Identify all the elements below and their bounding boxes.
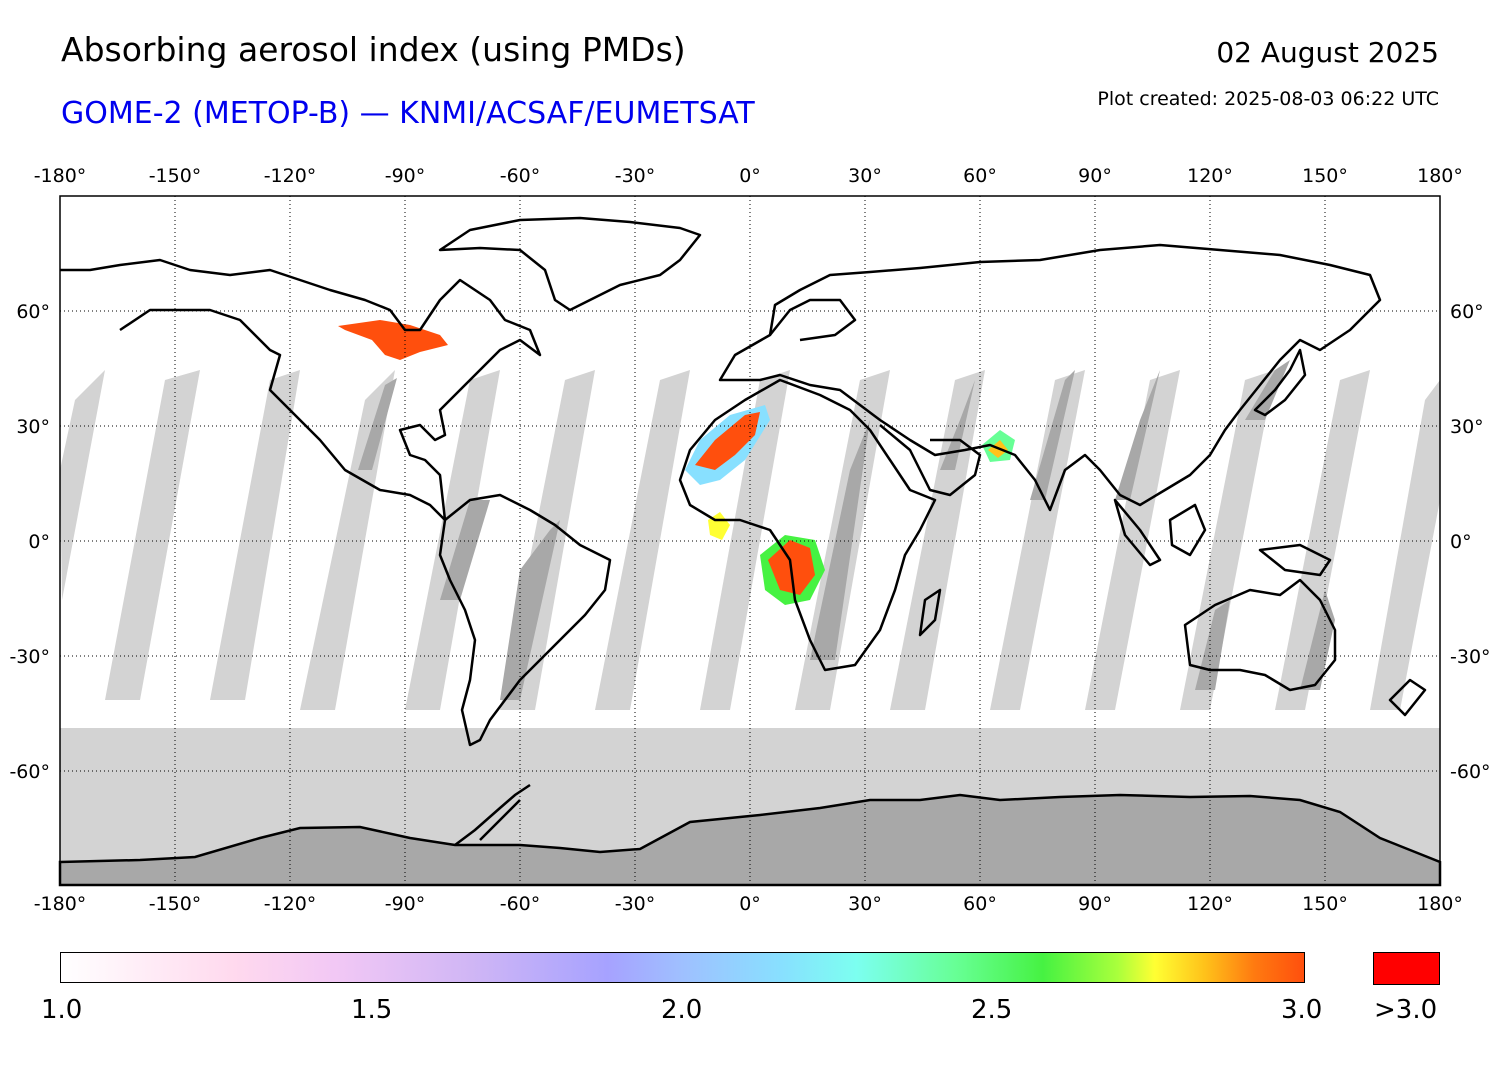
arabia-coast bbox=[879, 424, 982, 497]
longitude-label: 90° bbox=[1078, 893, 1112, 915]
colorbar bbox=[60, 952, 1305, 983]
map-subtitle: GOME-2 (METOP-B) — KNMI/ACSAF/EUMETSAT bbox=[61, 96, 755, 131]
longitude-label: -120° bbox=[264, 893, 317, 915]
borneo-coast bbox=[1168, 503, 1207, 557]
north-america-coast bbox=[60, 258, 542, 522]
africa-coast bbox=[678, 378, 937, 672]
latitude-label-left: -60° bbox=[9, 761, 50, 783]
australia-coast bbox=[1183, 578, 1337, 692]
longitude-label: -180° bbox=[34, 893, 87, 915]
longitude-label: -150° bbox=[149, 893, 202, 915]
colorbar-tick-label: 2.0 bbox=[661, 995, 703, 1025]
longitude-label: 60° bbox=[963, 893, 997, 915]
longitude-label: -90° bbox=[385, 893, 426, 915]
longitude-label: 150° bbox=[1302, 165, 1348, 187]
longitude-label: 180° bbox=[1417, 893, 1463, 915]
longitude-label: -60° bbox=[500, 165, 541, 187]
map-title: Absorbing aerosol index (using PMDs) bbox=[61, 30, 686, 69]
longitude-label: -150° bbox=[149, 165, 202, 187]
scandinavia-coast bbox=[769, 298, 857, 342]
eurasia-coast bbox=[718, 243, 1382, 512]
latitude-label-right: -30° bbox=[1450, 646, 1491, 668]
new-guinea-coast bbox=[1258, 543, 1332, 577]
longitude-label: 60° bbox=[963, 165, 997, 187]
map-frame bbox=[59, 195, 1441, 886]
longitude-label: -180° bbox=[34, 165, 87, 187]
plume-canada bbox=[338, 320, 448, 360]
latitude-label-right: 60° bbox=[1450, 301, 1484, 323]
longitude-label: 0° bbox=[739, 165, 761, 187]
latitude-label-left: 30° bbox=[16, 416, 50, 438]
latitude-label-left: 0° bbox=[28, 531, 50, 553]
latitude-label-right: 30° bbox=[1450, 416, 1484, 438]
antarctic-peninsula bbox=[454, 783, 531, 846]
longitude-label: 120° bbox=[1187, 165, 1233, 187]
longitude-label: 90° bbox=[1078, 165, 1112, 187]
longitude-label: -30° bbox=[615, 893, 656, 915]
date-label: 02 August 2025 bbox=[1216, 36, 1439, 69]
colorbar-overflow-label: >3.0 bbox=[1374, 995, 1438, 1025]
longitude-label: -30° bbox=[615, 165, 656, 187]
longitude-label: 30° bbox=[848, 165, 882, 187]
longitude-label: 150° bbox=[1302, 893, 1348, 915]
colorbar-overflow-box bbox=[1373, 952, 1440, 985]
longitude-label: -120° bbox=[264, 165, 317, 187]
japan-coast bbox=[1253, 348, 1307, 417]
colorbar-tick-label: 1.5 bbox=[351, 995, 393, 1025]
latitude-label-right: 0° bbox=[1450, 531, 1472, 553]
plot-created-label: Plot created: 2025-08-03 06:22 UTC bbox=[1097, 88, 1439, 110]
aerosol-plumes bbox=[338, 320, 1015, 605]
latitude-label-left: 60° bbox=[16, 301, 50, 323]
greenland-coast bbox=[438, 216, 702, 312]
graticule bbox=[60, 196, 1440, 885]
longitude-label: 30° bbox=[848, 893, 882, 915]
plume-west-africa bbox=[708, 512, 730, 540]
latitude-label-left: -30° bbox=[9, 646, 50, 668]
plume-sahara bbox=[695, 412, 760, 470]
new-zealand-coast bbox=[1388, 678, 1427, 717]
colorbar-tick-label: 2.5 bbox=[971, 995, 1013, 1025]
longitude-label: -90° bbox=[385, 165, 426, 187]
colorbar-tick-label: 3.0 bbox=[1281, 995, 1323, 1025]
longitude-label: 120° bbox=[1187, 893, 1233, 915]
colorbar-tick-label: 1.0 bbox=[41, 995, 83, 1025]
longitude-label: 180° bbox=[1417, 165, 1463, 187]
longitude-label: -60° bbox=[500, 893, 541, 915]
longitude-label: 0° bbox=[739, 893, 761, 915]
sumatra-coast bbox=[1113, 498, 1162, 567]
madagascar-coast bbox=[918, 588, 942, 637]
latitude-label-right: -60° bbox=[1450, 761, 1491, 783]
